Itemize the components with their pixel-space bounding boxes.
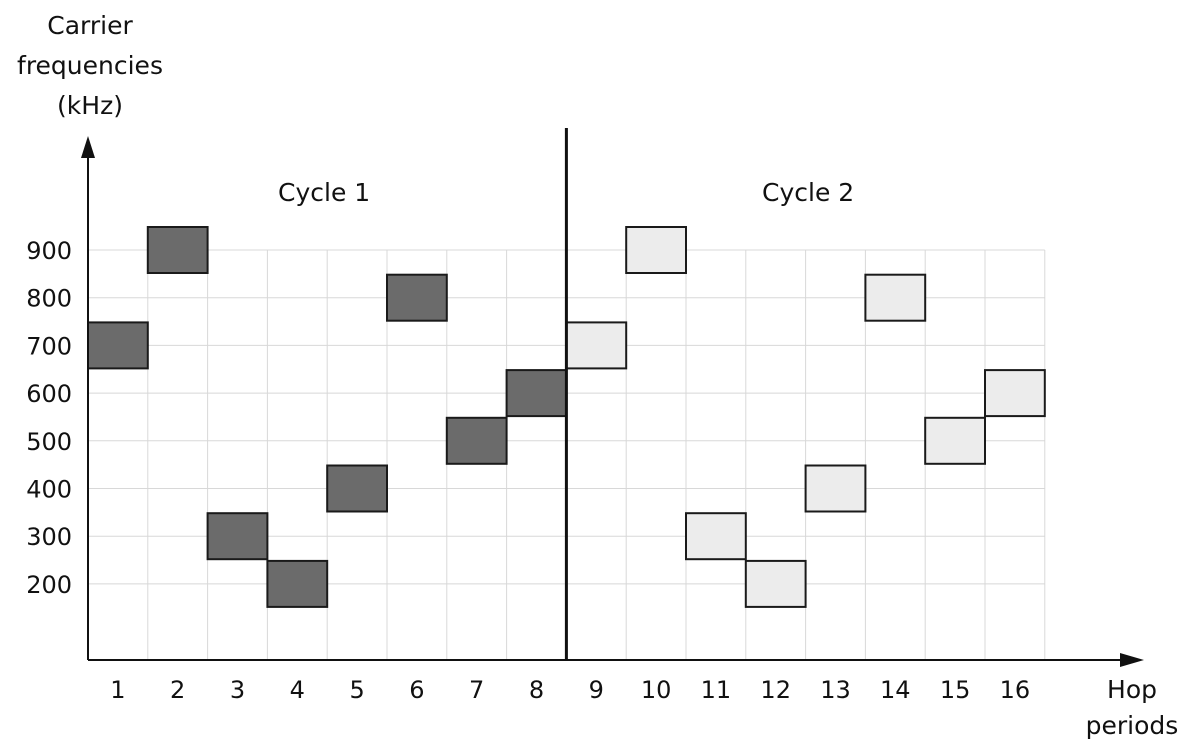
y-axis-arrowhead bbox=[81, 136, 95, 158]
x-tick-label: 5 bbox=[349, 676, 364, 704]
y-tick-label: 200 bbox=[26, 571, 72, 599]
x-tick-label: 14 bbox=[880, 676, 911, 704]
x-tick-label: 10 bbox=[641, 676, 672, 704]
hop-marker bbox=[326, 464, 389, 513]
x-tick-label: 4 bbox=[290, 676, 305, 704]
x-tick-label: 8 bbox=[529, 676, 544, 704]
tick-labels: 1 2 3 4 5 6 7 8 9 10 11 12 13 14 15 1620030040050060070… bbox=[26, 237, 1030, 704]
hop-marker bbox=[744, 559, 807, 608]
y-tick-label: 900 bbox=[26, 237, 72, 265]
y-tick-label: 800 bbox=[26, 285, 72, 313]
hop-marker bbox=[685, 512, 747, 561]
hop-marker bbox=[386, 273, 448, 322]
hop-marker bbox=[864, 273, 927, 322]
x-axis-arrowhead bbox=[1120, 653, 1144, 667]
y-tick-label: 600 bbox=[26, 380, 72, 408]
hop-marker bbox=[146, 226, 209, 274]
x-axis-title-line: Hop bbox=[1107, 675, 1157, 704]
y-tick-label: 400 bbox=[26, 476, 72, 504]
y-tick-label: 500 bbox=[26, 428, 72, 456]
y-axis-title-line: frequencies bbox=[17, 51, 163, 80]
hop-marker bbox=[445, 416, 508, 465]
y-tick-label: 700 bbox=[26, 332, 72, 360]
y-axis-title-line: Carrier bbox=[47, 11, 133, 40]
x-tick-label: 1 bbox=[110, 676, 125, 704]
cycle-2-label: Cycle 2 bbox=[762, 178, 855, 207]
hop-marker bbox=[505, 369, 568, 418]
y-tick-label: 300 bbox=[26, 523, 72, 551]
x-axis-title: Hop periods bbox=[1082, 672, 1182, 744]
x-axis-title-line: periods bbox=[1085, 711, 1179, 740]
x-tick-label: 7 bbox=[469, 676, 484, 704]
hop-marker bbox=[565, 321, 628, 370]
hop-marker bbox=[266, 559, 329, 608]
x-tick-label: 11 bbox=[701, 676, 732, 704]
hop-marker bbox=[625, 226, 688, 274]
x-tick-label: 12 bbox=[760, 676, 791, 704]
y-axis-title-line: (kHz) bbox=[57, 91, 123, 120]
hop-marker bbox=[984, 369, 1046, 418]
hop-marker bbox=[206, 512, 269, 561]
hop-marker bbox=[924, 416, 987, 465]
x-tick-label: 13 bbox=[820, 676, 851, 704]
x-tick-label: 6 bbox=[409, 676, 424, 704]
x-tick-label: 9 bbox=[589, 676, 604, 704]
y-axis-title: Carrier frequencies (kHz) bbox=[0, 6, 180, 126]
hop-marker bbox=[87, 321, 149, 370]
axes bbox=[81, 128, 1144, 667]
hop-markers bbox=[87, 226, 1046, 608]
x-tick-label: 16 bbox=[1000, 676, 1031, 704]
x-tick-label: 2 bbox=[170, 676, 185, 704]
cycle-1-label: Cycle 1 bbox=[278, 178, 371, 207]
hop-marker bbox=[804, 464, 867, 513]
x-tick-label: 15 bbox=[940, 676, 971, 704]
x-tick-label: 3 bbox=[230, 676, 245, 704]
